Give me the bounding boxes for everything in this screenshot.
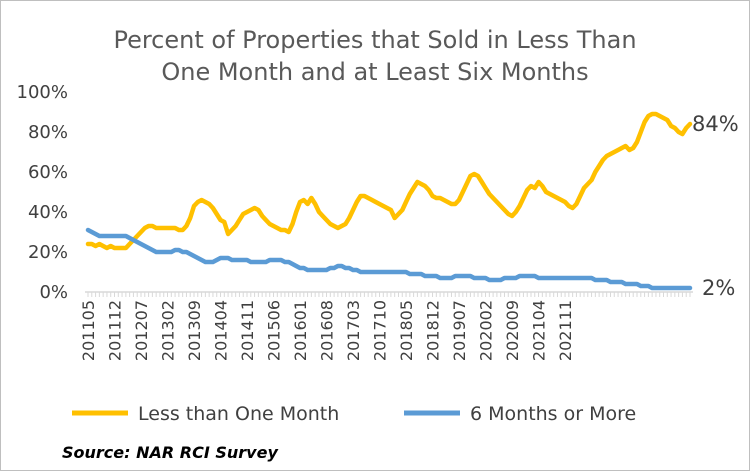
y-tick-label: 0%: [39, 282, 68, 303]
x-axis-ticks: 201105 201112 201207 201302 201309 201404 2014…: [79, 292, 691, 361]
series-line-less-than-one-month: [85, 111, 693, 251]
x-tick-label: 202111: [556, 300, 575, 361]
source-note: Source: NAR RCI Survey: [62, 443, 278, 462]
legend: Less than One Month 6 Months or More: [72, 403, 636, 425]
x-tick-label: 201703: [344, 300, 363, 361]
x-tick-label: 201812: [424, 300, 443, 361]
x-tick-label: 201805: [397, 300, 416, 361]
y-tick-label: 100%: [17, 82, 68, 103]
x-tick-label: 202002: [477, 300, 496, 361]
x-tick-label: 202104: [530, 300, 549, 361]
y-axis-ticks: 0% 20% 40% 60% 80% 100%: [17, 82, 68, 303]
end-label-less-than-one-month: 84%: [692, 112, 739, 136]
x-tick-label: 202009: [503, 300, 522, 361]
x-tick-label: 201404: [212, 300, 231, 361]
x-tick-label: 201710: [371, 300, 390, 361]
y-tick-label: 40%: [28, 202, 68, 223]
x-tick-label: 201411: [238, 300, 257, 361]
series-line-6-months-or-more: [85, 227, 693, 291]
x-tick-label: 201608: [318, 300, 337, 361]
x-tick-label: 201309: [185, 300, 204, 361]
legend-label-less-than-one-month: Less than One Month: [138, 403, 339, 425]
y-tick-label: 80%: [28, 122, 68, 143]
x-tick-label: 201907: [450, 300, 469, 361]
chart-title-line-1: Percent of Properties that Sold in Less …: [113, 26, 636, 54]
legend-label-6-months-or-more: 6 Months or More: [470, 403, 636, 425]
end-label-6-months-or-more: 2%: [702, 276, 735, 300]
y-tick-label: 60%: [28, 162, 68, 183]
x-tick-label: 201506: [265, 300, 284, 361]
y-tick-label: 20%: [28, 242, 68, 263]
chart-title-line-2: One Month and at Least Six Months: [161, 58, 588, 86]
x-tick-label: 201105: [79, 300, 98, 361]
x-tick-label: 201112: [106, 300, 125, 361]
x-tick-label: 201207: [132, 300, 151, 361]
x-tick-label: 201601: [291, 300, 310, 361]
x-tick-label: 201302: [159, 300, 178, 361]
